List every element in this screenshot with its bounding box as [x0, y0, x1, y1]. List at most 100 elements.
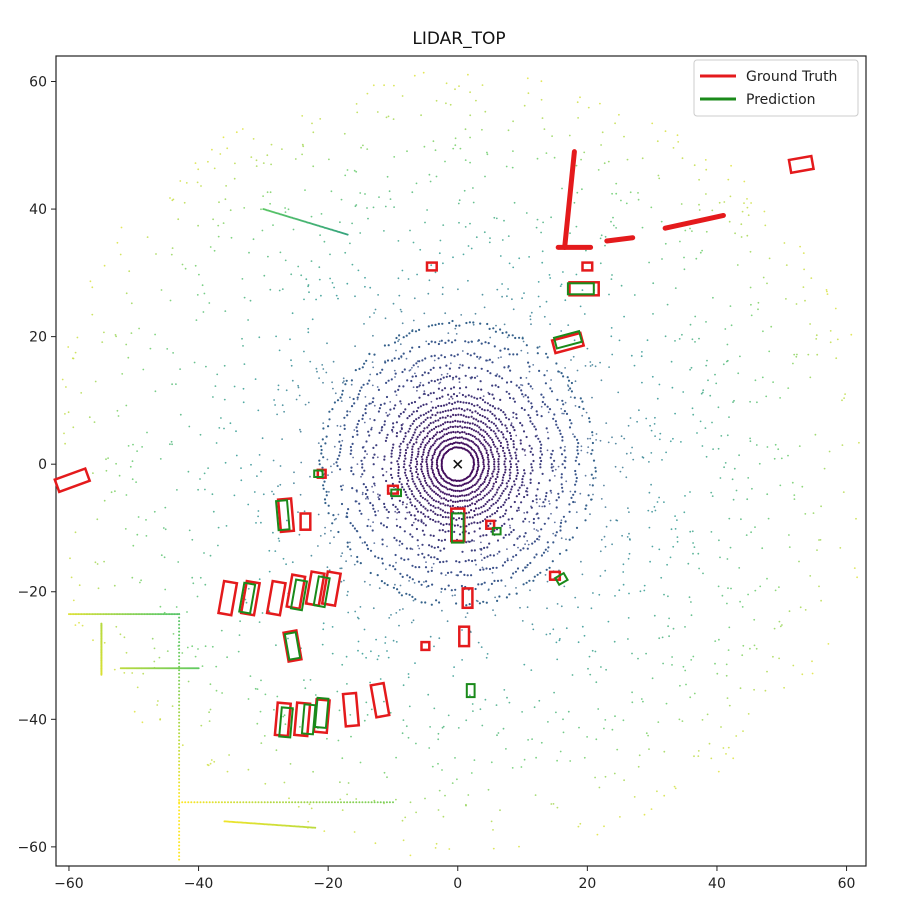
- lidar-point: [333, 401, 336, 404]
- lidar-point: [549, 323, 551, 326]
- lidar-point: [407, 673, 410, 675]
- lidar-point: [511, 517, 514, 520]
- lidar-point: [72, 599, 75, 602]
- lidar-point: [680, 203, 683, 205]
- lidar-point: [483, 556, 486, 560]
- lidar-point: [583, 313, 586, 315]
- lidar-point: [437, 506, 440, 509]
- lidar-point: [386, 516, 389, 519]
- lidar-point: [472, 467, 475, 471]
- lidar-point: [492, 327, 495, 330]
- lidar-point: [608, 366, 610, 368]
- lidar-point: [331, 471, 333, 474]
- lidar-point: [415, 487, 419, 490]
- lidar-point: [725, 674, 728, 677]
- lidar-point: [397, 240, 400, 242]
- lidar-point: [318, 463, 321, 466]
- lidar-point: [302, 145, 305, 148]
- lidar-point: [415, 362, 418, 365]
- lidar-point: [481, 519, 484, 523]
- lidar-point: [448, 398, 451, 400]
- lidar-point: [521, 336, 524, 339]
- lidar-point: [732, 401, 734, 403]
- lidar-point: [333, 536, 335, 539]
- lidar-point: [458, 377, 461, 380]
- lidar-point: [395, 641, 398, 643]
- lidar-point: [409, 547, 412, 550]
- lidar-point: [394, 505, 397, 508]
- lidar-point: [361, 542, 364, 544]
- lidar-point: [545, 491, 548, 495]
- lidar-point: [494, 478, 497, 481]
- lidar-point: [391, 446, 394, 449]
- lidar-point: [809, 323, 811, 325]
- lidar-point: [297, 384, 299, 387]
- lidar-point: [499, 409, 503, 412]
- lidar-point: [674, 340, 676, 342]
- lidar-point: [492, 847, 495, 850]
- lidar-point: [384, 636, 387, 638]
- lidar-point: [445, 428, 448, 431]
- lidar-point: [489, 446, 492, 449]
- lidar-point: [548, 566, 551, 569]
- lidar-point: [178, 760, 181, 763]
- lidar-point: [436, 457, 439, 460]
- lidar-point: [484, 698, 487, 701]
- lidar-point: [531, 387, 534, 390]
- lidar-point: [506, 440, 509, 443]
- lidar-point: [605, 422, 608, 424]
- lidar-point: [430, 340, 433, 343]
- lidar-point: [242, 401, 245, 404]
- lidar-point: [340, 502, 344, 506]
- lidar-point: [401, 269, 404, 272]
- lidar-point: [728, 626, 731, 629]
- lidar-point: [260, 742, 263, 744]
- lidar-point: [438, 561, 442, 564]
- lidar-point: [432, 435, 435, 438]
- lidar-point: [285, 389, 288, 392]
- lidar-point: [390, 378, 393, 381]
- lidar-point: [217, 544, 219, 547]
- lidar-point: [398, 445, 401, 448]
- lidar-point: [486, 500, 489, 503]
- lidar-point: [565, 549, 568, 552]
- lidar-point: [412, 420, 416, 423]
- lidar-point: [704, 159, 707, 161]
- lidar-point: [178, 785, 181, 787]
- lidar-point: [465, 415, 468, 418]
- lidar-point: [779, 484, 782, 487]
- lidar-point: [537, 517, 540, 520]
- lidar-point: [213, 249, 216, 252]
- lidar-point: [202, 801, 205, 804]
- lidar-point: [178, 725, 181, 728]
- lidar-point: [402, 423, 404, 425]
- lidar-point: [235, 430, 237, 433]
- lidar-point: [410, 401, 413, 404]
- lidar-point: [343, 380, 345, 382]
- lidar-point: [481, 471, 484, 474]
- lidar-point: [376, 658, 379, 661]
- lidar-point: [166, 650, 169, 652]
- lidar-point: [356, 560, 359, 563]
- lidar-point: [507, 493, 510, 496]
- lidar-point: [508, 477, 512, 480]
- lidar-point: [561, 463, 564, 466]
- ground-truth-box: [485, 519, 496, 530]
- lidar-point: [61, 378, 64, 381]
- lidar-point: [341, 809, 344, 811]
- lidar-point: [178, 801, 181, 804]
- lidar-point: [402, 437, 406, 440]
- lidar-point: [424, 418, 427, 421]
- lidar-point: [529, 420, 532, 423]
- lidar-point: [513, 500, 516, 504]
- lidar-point: [400, 557, 403, 560]
- lidar-point: [399, 526, 402, 529]
- lidar-point: [396, 588, 399, 591]
- lidar-point: [434, 406, 437, 409]
- lidar-point: [450, 341, 454, 344]
- lidar-point: [372, 366, 375, 369]
- lidar-point: [539, 571, 542, 574]
- lidar-point: [580, 445, 583, 448]
- lidar-point: [440, 497, 443, 500]
- lidar-point: [418, 385, 420, 388]
